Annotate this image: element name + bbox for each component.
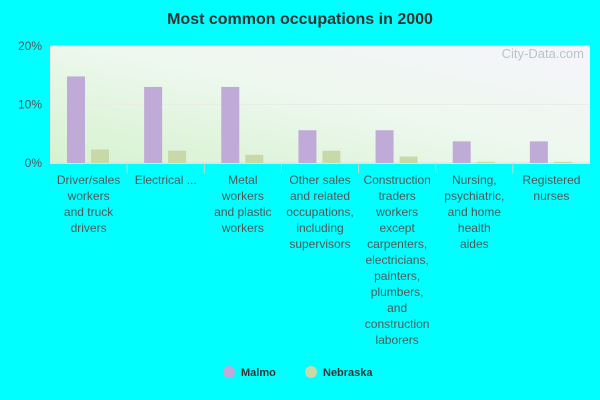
bar-nebraska-5 — [476, 161, 495, 163]
y-tick-label: 10% — [18, 98, 42, 112]
legend-swatch-nebraska — [305, 366, 317, 378]
bar-nebraska-3 — [322, 150, 341, 163]
x-tick-label: Metal workers and plastic workers — [214, 173, 271, 235]
bar-malmo-2 — [221, 86, 240, 163]
legend: Malmo Nebraska — [223, 366, 373, 379]
gridlines — [50, 45, 590, 164]
bar-malmo-5 — [452, 141, 471, 163]
bar-malmo-1 — [144, 86, 163, 163]
bar-malmo-0 — [67, 76, 85, 163]
bar-malmo-3 — [298, 130, 317, 163]
bar-nebraska-4 — [399, 156, 418, 163]
y-tick-label: 20% — [18, 39, 42, 53]
bar-nebraska-6 — [553, 161, 572, 163]
x-tick-label: Construction traders workers except carpente… — [363, 173, 430, 347]
bar-nebraska-1 — [168, 150, 187, 163]
x-axis: Driver/sales workers and truck drivers Elect… — [57, 163, 580, 347]
x-tick-label: Registered nurses — [522, 173, 580, 203]
x-tick-label: Electrical ... — [135, 173, 197, 187]
bar-malmo-4 — [375, 130, 394, 163]
legend-swatch-malmo — [223, 366, 235, 378]
x-tick-label: Other sales and related occupations, includ… — [286, 173, 353, 251]
legend-label-malmo: Malmo — [241, 367, 276, 379]
bar-nebraska-2 — [245, 154, 264, 163]
y-tick-label: 0% — [25, 156, 43, 170]
bars — [67, 76, 572, 163]
watermark: City-Data.com — [502, 46, 584, 61]
bar-malmo-6 — [529, 141, 548, 163]
x-tick-label: Nursing, psychiatric, and home health aides — [444, 173, 504, 251]
legend-label-nebraska: Nebraska — [323, 367, 373, 379]
x-tick-label: Driver/sales workers and truck drivers — [57, 173, 120, 235]
y-axis: 0% 10% 20% — [18, 39, 42, 170]
bar-nebraska-0 — [91, 149, 109, 163]
chart-title: Most common occupations in 2000 — [167, 11, 433, 28]
